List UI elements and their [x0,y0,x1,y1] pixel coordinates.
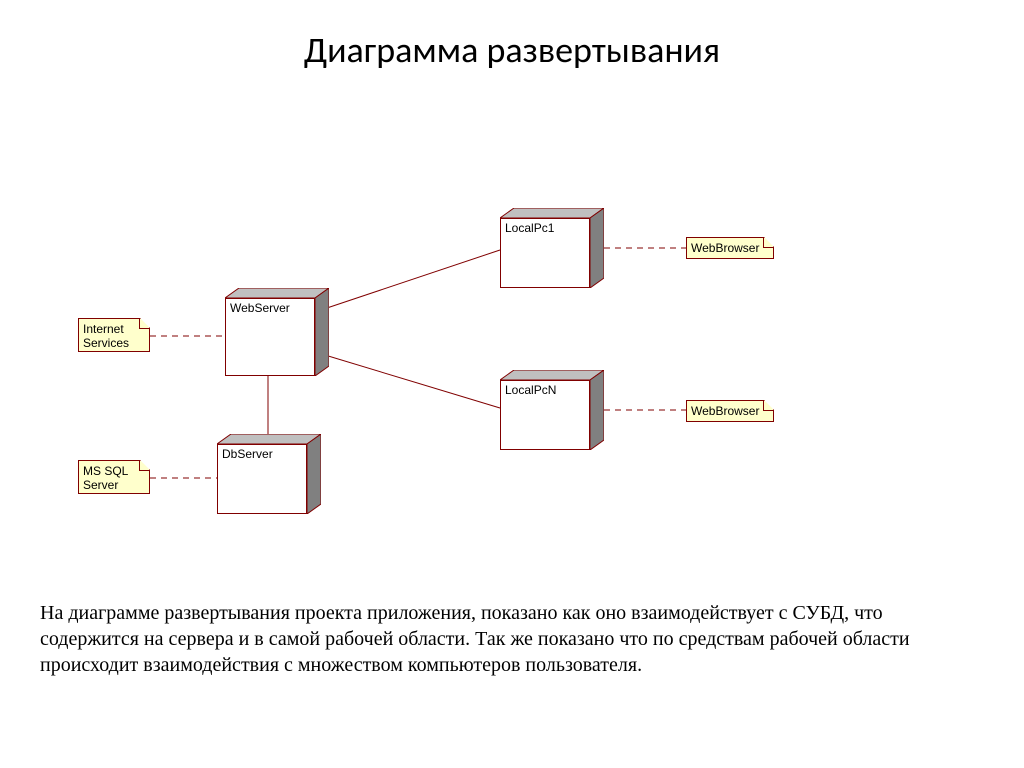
node-label-webserver: WebServer [225,298,315,376]
node-localpcn: LocalPcN [500,370,604,450]
edge-webserver-localpc1 [315,250,500,312]
note-webbrowser2: WebBrowser [686,400,774,422]
note-mssql: MS SQL Server [78,460,150,494]
description-text: На диаграмме развертывания проекта прило… [40,600,980,678]
node-dbserver: DbServer [217,434,321,514]
node-localpc1: LocalPc1 [500,208,604,288]
edge-webserver-localpcn [315,352,500,408]
node-label-localpc1: LocalPc1 [500,218,590,288]
node-webserver: WebServer [225,288,329,376]
note-webbrowser1: WebBrowser [686,237,774,259]
node-label-localpcn: LocalPcN [500,380,590,450]
note-internet-services: Internet Services [78,318,150,352]
node-label-dbserver: DbServer [217,444,307,514]
